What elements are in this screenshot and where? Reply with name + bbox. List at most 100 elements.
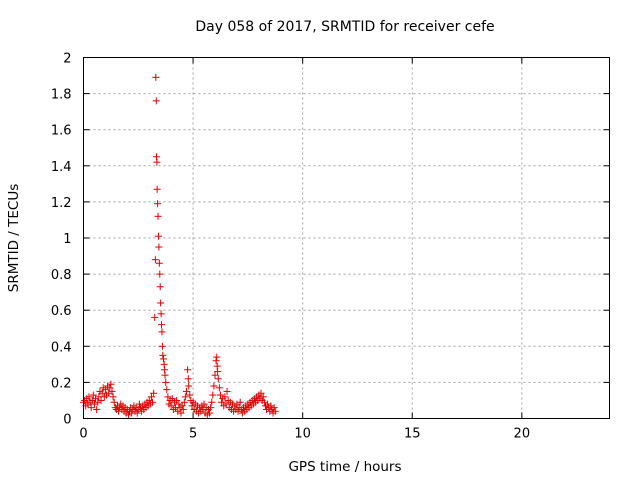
data-point	[186, 391, 194, 399]
data-point	[271, 407, 279, 415]
data-point	[260, 398, 268, 406]
data-point	[212, 357, 220, 365]
x-tick-label: 0	[79, 427, 87, 442]
data-point	[180, 398, 188, 406]
data-point	[158, 321, 166, 329]
data-point	[93, 405, 101, 413]
y-tick-label: 1.8	[51, 88, 72, 103]
y-tick-label: 2	[63, 52, 71, 67]
data-point	[110, 398, 118, 406]
x-tick-label: 5	[189, 427, 197, 442]
y-tick-label: 1.4	[51, 160, 72, 175]
x-tick-label: 15	[404, 427, 421, 442]
data-point	[223, 387, 231, 395]
data-point	[155, 243, 163, 251]
data-point	[147, 393, 155, 401]
data-point	[259, 393, 267, 401]
grid-lines	[83, 57, 610, 419]
data-point	[213, 353, 221, 361]
data-point	[208, 398, 216, 406]
y-tick-labels: 0 0.2 0.4 0.6 0.8 1 1.2 1.4 1.6 1.8 2	[51, 52, 72, 428]
data-point	[267, 402, 275, 410]
data-points	[80, 73, 279, 419]
data-point	[159, 355, 167, 363]
data-point	[87, 404, 95, 412]
data-point	[173, 396, 181, 404]
data-point	[175, 400, 183, 408]
y-tick-label: 1	[63, 232, 71, 247]
data-point	[214, 375, 222, 383]
data-point	[90, 400, 98, 408]
y-tick-label: 1.2	[51, 196, 72, 211]
data-point	[156, 270, 164, 278]
data-point	[105, 389, 113, 397]
data-point	[185, 382, 193, 390]
data-point	[154, 212, 162, 220]
data-point	[167, 402, 175, 410]
y-tick-label: 0.4	[51, 340, 72, 355]
data-point	[88, 396, 96, 404]
data-point	[236, 398, 244, 406]
y-tick-label: 1.6	[51, 124, 72, 139]
data-point	[152, 97, 160, 105]
y-tick-label: 0.2	[51, 376, 72, 391]
y-axis-title: SRMTID / TECUs	[6, 184, 22, 292]
data-point	[151, 256, 159, 264]
data-point	[150, 389, 158, 397]
data-point	[184, 375, 192, 383]
data-point	[159, 351, 167, 359]
data-point	[257, 389, 265, 397]
data-point	[154, 200, 162, 208]
data-point	[154, 232, 162, 240]
data-point	[168, 395, 176, 403]
plot-frame	[83, 57, 610, 419]
data-point	[153, 158, 161, 166]
y-tick-label: 0.8	[51, 268, 72, 283]
x-axis-title: GPS time / hours	[288, 459, 401, 475]
y-tick-label: 0.6	[51, 304, 72, 319]
y-tick-label: 0	[63, 413, 71, 428]
data-point	[163, 386, 171, 394]
data-point	[157, 310, 165, 318]
data-point	[216, 391, 224, 399]
data-point	[264, 400, 272, 408]
data-point	[214, 368, 222, 376]
data-point	[209, 391, 217, 399]
data-point	[107, 380, 115, 388]
data-point	[210, 382, 218, 390]
data-point	[164, 393, 172, 401]
data-point	[98, 389, 106, 397]
data-point	[183, 387, 191, 395]
data-point	[85, 393, 93, 401]
data-point	[162, 378, 170, 386]
data-point	[94, 398, 102, 406]
data-point	[233, 400, 241, 408]
data-point	[155, 259, 163, 267]
data-point	[156, 283, 164, 291]
data-point	[161, 371, 169, 379]
data-point	[124, 411, 132, 419]
data-point	[108, 387, 116, 395]
data-point	[158, 328, 166, 336]
data-point	[153, 185, 161, 193]
data-point	[270, 404, 278, 412]
data-point	[97, 396, 105, 404]
x-tick-label: 20	[514, 427, 531, 442]
data-point	[152, 73, 160, 81]
data-point	[207, 404, 215, 412]
data-point	[157, 299, 165, 307]
data-point	[149, 398, 157, 406]
data-point	[151, 313, 159, 321]
data-point	[234, 407, 242, 415]
x-tick-labels: 0 5 10 15 20	[79, 427, 530, 442]
data-point	[206, 409, 214, 417]
data-point	[133, 409, 141, 417]
data-point	[89, 391, 97, 399]
data-point	[174, 407, 182, 415]
data-point	[178, 402, 186, 410]
data-point	[215, 384, 223, 392]
data-point	[181, 393, 189, 401]
data-point	[211, 371, 219, 379]
data-point	[145, 396, 153, 404]
